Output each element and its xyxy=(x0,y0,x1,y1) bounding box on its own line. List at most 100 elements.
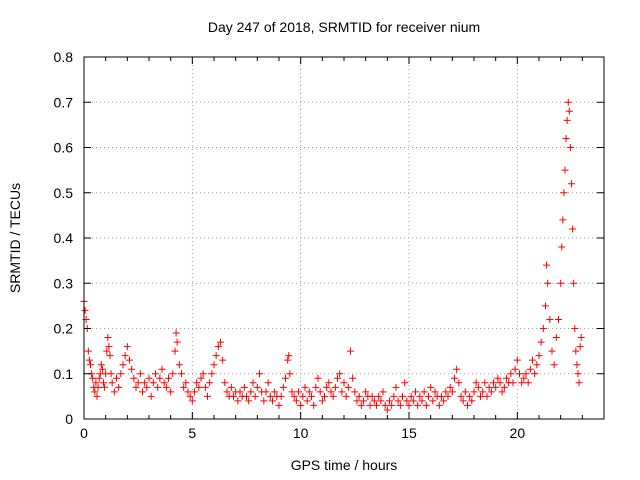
data-point-253 xyxy=(575,379,583,387)
data-point-223 xyxy=(531,370,539,378)
data-point-162 xyxy=(399,392,406,400)
data-point-168 xyxy=(412,388,419,396)
data-point-156 xyxy=(386,397,393,405)
data-point-227 xyxy=(539,325,547,332)
data-point-118 xyxy=(303,397,311,405)
data-point-88 xyxy=(240,383,248,391)
data-point-26 xyxy=(108,379,116,387)
data-point-138 xyxy=(347,347,354,355)
data-point-134 xyxy=(338,388,346,396)
data-point-27 xyxy=(110,388,118,396)
data-point-18 xyxy=(100,379,107,387)
data-point-80 xyxy=(223,388,231,396)
data-point-216 xyxy=(516,370,523,378)
data-point-42 xyxy=(143,383,151,391)
data-point-126 xyxy=(321,392,328,400)
data-point-152 xyxy=(377,397,385,405)
data-point-64 xyxy=(188,397,196,405)
data-point-128 xyxy=(325,379,333,387)
data-point-52 xyxy=(165,374,172,382)
data-point-38 xyxy=(134,379,142,387)
data-point-95 xyxy=(256,370,263,378)
data-point-53 xyxy=(167,388,175,396)
data-point-212 xyxy=(507,370,515,378)
data-point-73 xyxy=(208,370,216,378)
data-point-144 xyxy=(360,397,367,405)
data-point-36 xyxy=(130,374,138,382)
data-point-167 xyxy=(409,397,417,405)
data-point-71 xyxy=(204,392,211,400)
data-point-31 xyxy=(119,361,127,369)
data-point-55 xyxy=(171,347,179,355)
data-point-151 xyxy=(375,392,383,400)
data-point-159 xyxy=(392,383,400,391)
data-point-243 xyxy=(564,98,572,106)
data-point-180 xyxy=(438,392,445,400)
data-point-47 xyxy=(154,383,162,391)
data-point-254 xyxy=(576,343,584,351)
data-point-78 xyxy=(219,356,227,364)
data-point-68 xyxy=(197,374,205,382)
data-point-10 xyxy=(91,388,99,396)
data-point-193 xyxy=(466,392,474,400)
data-point-104 xyxy=(275,401,283,409)
data-point-13 xyxy=(94,383,102,391)
data-point-48 xyxy=(156,374,164,382)
data-point-1 xyxy=(81,306,89,314)
data-point-65 xyxy=(191,388,198,396)
data-point-155 xyxy=(383,406,391,414)
data-point-240 xyxy=(561,166,569,174)
data-point-91 xyxy=(247,388,255,396)
data-point-189 xyxy=(457,392,465,400)
data-point-92 xyxy=(249,379,257,387)
data-point-204 xyxy=(490,379,497,387)
data-point-39 xyxy=(136,370,144,378)
data-point-170 xyxy=(416,392,424,400)
data-point-101 xyxy=(269,397,276,405)
data-point-82 xyxy=(227,383,235,391)
data-point-181 xyxy=(440,397,448,405)
data-point-160 xyxy=(394,397,402,405)
data-point-107 xyxy=(282,374,289,382)
data-point-203 xyxy=(487,388,495,396)
data-point-62 xyxy=(184,388,192,396)
data-point-124 xyxy=(316,388,324,396)
data-point-35 xyxy=(128,365,136,373)
y-tick-label-3: 0.3 xyxy=(54,275,74,291)
data-point-5 xyxy=(85,356,93,364)
y-axis-label: SRMTID / TECUs xyxy=(7,183,23,293)
data-point-237 xyxy=(558,243,566,251)
data-point-41 xyxy=(141,379,149,387)
data-point-154 xyxy=(381,401,389,409)
data-point-176 xyxy=(429,397,437,405)
data-point-108 xyxy=(284,356,292,364)
data-point-232 xyxy=(548,347,556,355)
data-point-201 xyxy=(483,392,491,400)
data-point-85 xyxy=(234,397,242,405)
data-point-209 xyxy=(500,383,508,391)
data-point-50 xyxy=(160,379,168,387)
data-point-196 xyxy=(472,379,480,387)
data-point-67 xyxy=(195,383,203,391)
data-point-16 xyxy=(97,361,105,369)
data-point-6 xyxy=(87,361,94,369)
data-point-235 xyxy=(555,315,562,323)
data-point-127 xyxy=(323,383,331,391)
y-tick-label-5: 0.5 xyxy=(54,185,74,201)
data-point-174 xyxy=(425,392,432,400)
data-point-30 xyxy=(117,370,125,378)
data-point-184 xyxy=(446,383,454,391)
data-point-25 xyxy=(107,370,115,378)
data-point-249 xyxy=(571,325,579,332)
data-point-164 xyxy=(403,397,411,405)
data-point-112 xyxy=(290,392,298,400)
data-point-17 xyxy=(98,365,106,373)
data-point-43 xyxy=(145,374,153,382)
data-point-202 xyxy=(485,383,493,391)
data-point-147 xyxy=(366,401,374,409)
data-point-98 xyxy=(262,388,270,396)
x-tick-labels: 0 5 10 15 20 xyxy=(80,425,525,441)
data-point-217 xyxy=(518,379,526,387)
y-tick-label-6: 0.6 xyxy=(54,140,74,156)
data-point-45 xyxy=(149,379,157,387)
